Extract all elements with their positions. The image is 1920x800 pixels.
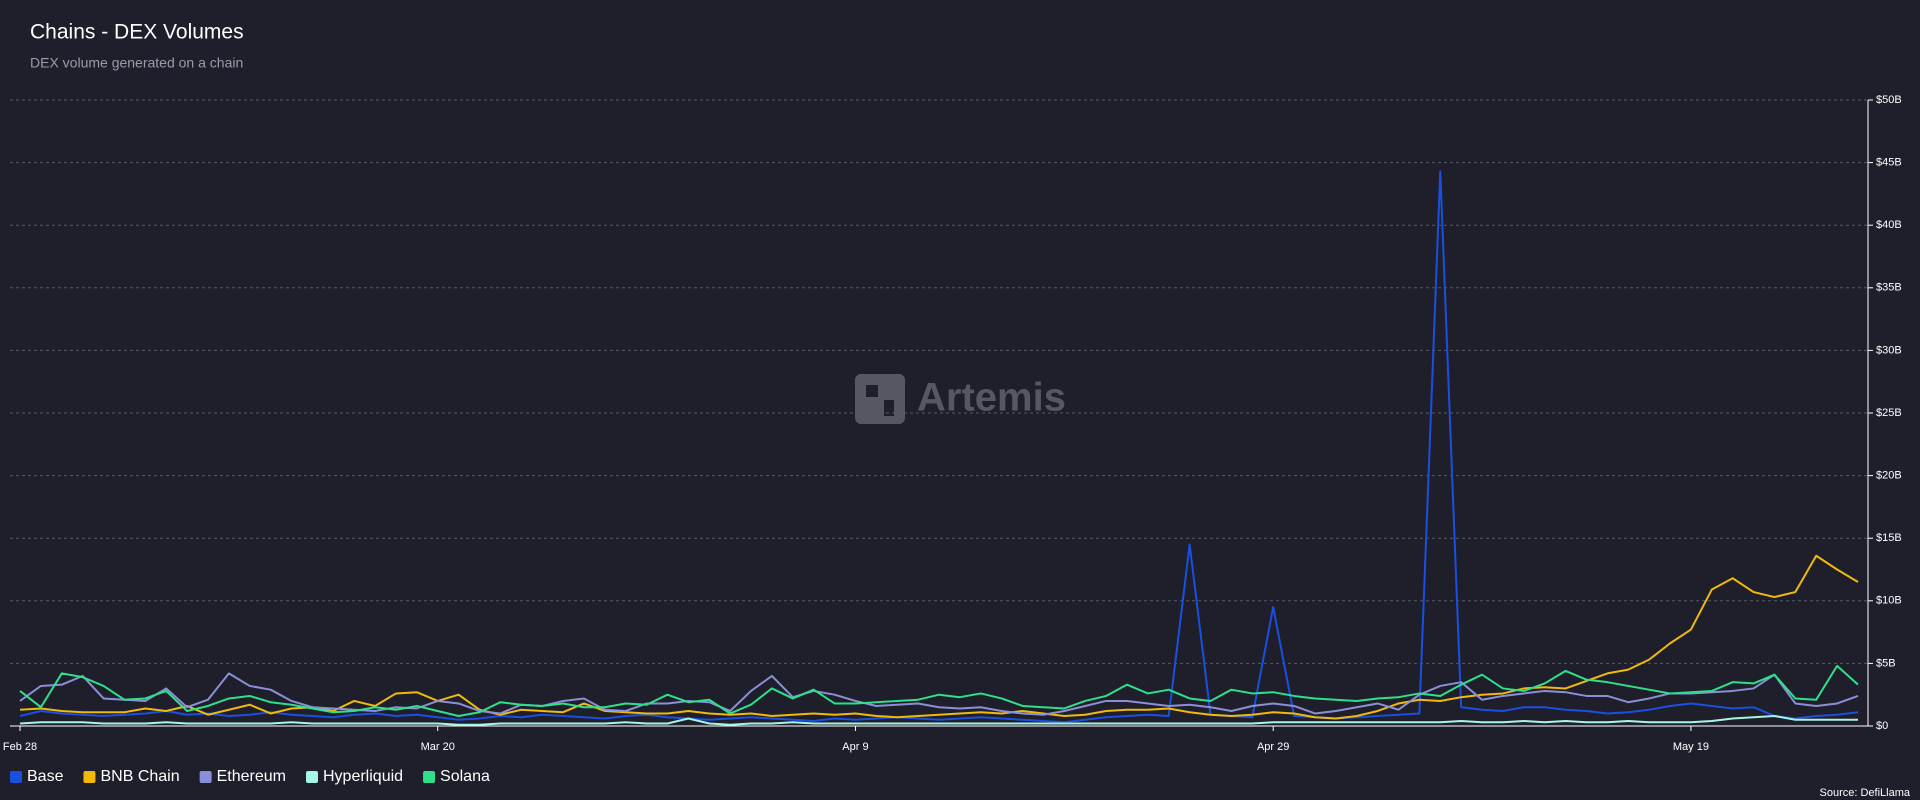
y-tick-label: $30B — [1876, 344, 1902, 356]
legend-swatch — [306, 771, 318, 783]
chart-subtitle: DEX volume generated on a chain — [30, 55, 243, 71]
legend-label: Hyperliquid — [323, 768, 403, 785]
series-line — [19, 672, 1859, 716]
y-tick-label: $40B — [1876, 219, 1902, 231]
chart-title: Chains - DEX Volumes — [30, 21, 244, 44]
watermark-icon-cut — [884, 400, 894, 416]
watermark-icon — [855, 374, 905, 424]
x-tick-label: Mar 20 — [421, 741, 455, 753]
legend-swatch — [199, 771, 212, 783]
x-tick-label: Apr 29 — [1257, 741, 1289, 753]
series-line — [19, 714, 1858, 726]
x-tick-label: May 19 — [1673, 741, 1709, 753]
legend-swatch — [10, 771, 22, 783]
y-tick-label: $20B — [1876, 470, 1902, 482]
y-tick-label: $50B — [1876, 94, 1902, 106]
legend-label: Base — [27, 768, 64, 785]
y-tick-label: $35B — [1876, 282, 1902, 294]
legend-swatch — [83, 771, 96, 783]
watermark-text: Artemis — [917, 376, 1066, 420]
watermark: Artemis — [855, 374, 1066, 424]
y-tick-label: $0 — [1876, 720, 1888, 732]
y-tick-label: $15B — [1876, 532, 1902, 544]
legend-label: BNB Chain — [100, 768, 179, 785]
y-tick-label: $45B — [1876, 157, 1902, 169]
x-tick-label: Apr 9 — [842, 741, 868, 753]
source-note: Source: DefiLlama — [1820, 787, 1911, 799]
series-line — [19, 554, 1859, 720]
legend-label: Ethereum — [217, 768, 286, 785]
x-tick-label: Feb 28 — [3, 741, 37, 753]
legend-label: Solana — [440, 768, 490, 785]
legend-swatch — [423, 771, 436, 783]
watermark-icon-cut — [866, 385, 878, 397]
y-tick-label: $25B — [1876, 407, 1902, 419]
y-tick-label: $10B — [1876, 595, 1902, 607]
series-line — [19, 170, 1859, 724]
y-tick-label: $5B — [1876, 657, 1896, 669]
series-line — [19, 664, 1859, 717]
